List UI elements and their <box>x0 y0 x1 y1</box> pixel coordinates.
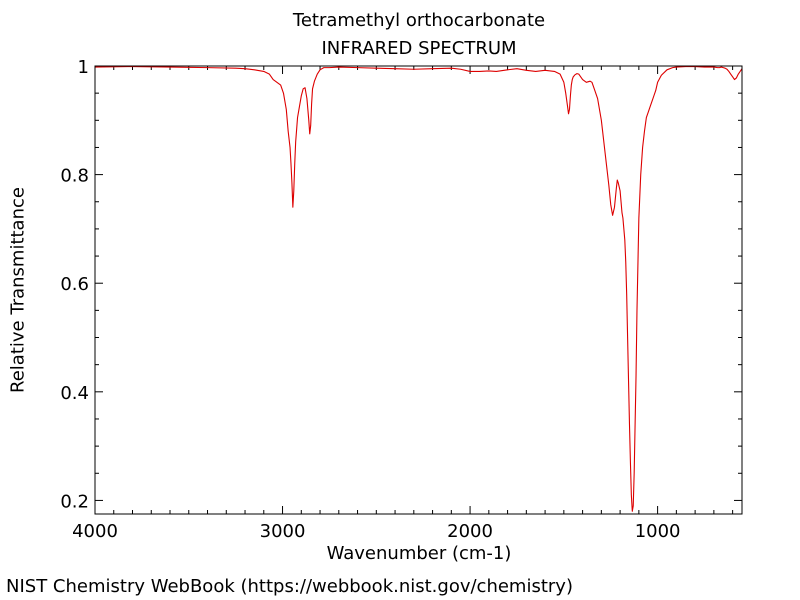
x-tick-label: 1000 <box>635 521 681 542</box>
chart-title: Tetramethyl orthocarbonate <box>292 10 546 31</box>
y-tick-label: 0.6 <box>60 274 89 295</box>
y-axis-label: Relative Transmittance <box>7 187 29 393</box>
chart-subtitle: INFRARED SPECTRUM <box>321 38 517 59</box>
spectrum-line <box>94 65 743 512</box>
tick-labels: 4000 3000 2000 1000 0.2 0.4 0.6 0.8 1 <box>60 57 680 542</box>
plot-frame <box>94 65 743 515</box>
x-tick-label: 2000 <box>447 521 493 542</box>
axis-ticks <box>94 65 742 514</box>
x-tick-label: 4000 <box>72 521 118 542</box>
y-tick-label: 0.2 <box>60 491 89 512</box>
y-tick-label: 0.4 <box>60 383 89 404</box>
x-axis-label: Wavenumber (cm-1) <box>326 543 512 564</box>
y-tick-label: 1 <box>78 57 89 78</box>
source-credit: NIST Chemistry WebBook (https://webbook.… <box>6 576 573 597</box>
y-tick-label: 0.8 <box>60 166 89 187</box>
x-tick-label: 3000 <box>260 521 306 542</box>
